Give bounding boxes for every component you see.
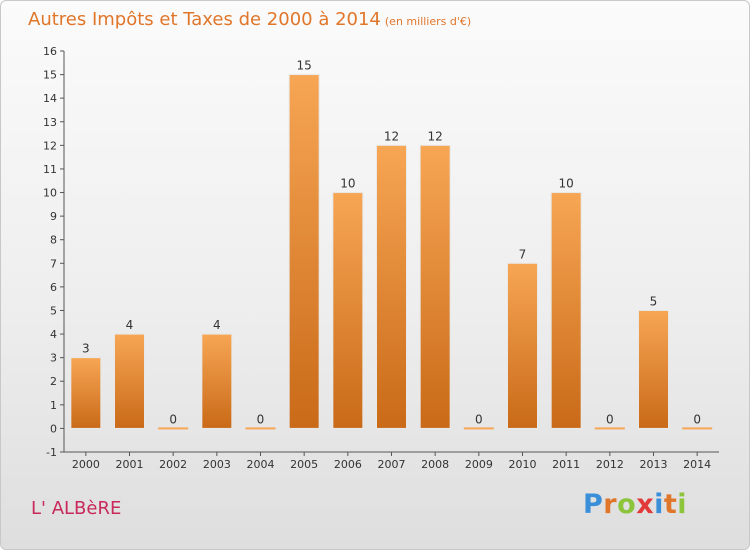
y-tick-label: 8 — [50, 234, 57, 247]
bar-2000 — [70, 357, 102, 429]
x-tick-label: 2009 — [465, 458, 493, 471]
data-label-2008: 12 — [428, 129, 443, 143]
data-label-2010: 7 — [519, 247, 527, 261]
bar-2006 — [332, 192, 364, 429]
bar-2012 — [594, 427, 625, 430]
logo-letter: o — [617, 489, 637, 520]
y-tick-label: 1 — [50, 399, 57, 412]
x-tick-label: 2013 — [640, 458, 668, 471]
logo-letter: t — [663, 489, 678, 520]
x-tick-label: 2008 — [421, 458, 449, 471]
y-tick-label: 7 — [50, 257, 57, 270]
y-tick-label: 14 — [43, 92, 57, 105]
bar-2014 — [682, 427, 713, 430]
y-tick-label: 6 — [50, 281, 57, 294]
y-tick-label: 0 — [50, 422, 57, 435]
x-tick-label: 2002 — [159, 458, 187, 471]
chart-title: Autres Impôts et Taxes de 2000 à 2014 (en… — [28, 9, 471, 30]
bar-2004 — [245, 427, 276, 430]
bar-2002 — [158, 427, 189, 430]
x-tick-label: 2000 — [72, 458, 100, 471]
data-label-2001: 4 — [126, 318, 134, 332]
data-label-2009: 0 — [475, 412, 483, 426]
x-tick-label: 2001 — [116, 458, 144, 471]
y-tick-label: 3 — [50, 352, 57, 365]
bar-2009 — [463, 427, 494, 430]
data-label-2005: 15 — [297, 59, 312, 73]
y-tick-label: 10 — [43, 187, 57, 200]
chart-title-text: Autres Impôts et Taxes de 2000 à 2014 — [28, 9, 381, 30]
x-tick-label: 2006 — [334, 458, 362, 471]
x-tick-label: 2014 — [683, 458, 711, 471]
y-tick-label: 12 — [43, 139, 57, 152]
data-labels: 3 4 0 4 0 15 10 12 12 0 7 10 0 5 0 — [82, 59, 701, 427]
data-label-2014: 0 — [693, 412, 701, 426]
x-tick-label: 2005 — [290, 458, 318, 471]
x-tick-label: 2011 — [552, 458, 580, 471]
x-tick-label: 2007 — [378, 458, 406, 471]
data-label-2006: 10 — [340, 177, 355, 191]
x-tick-label: 2012 — [596, 458, 624, 471]
y-tick-label: 4 — [50, 328, 57, 341]
y-tick-label: 15 — [43, 69, 57, 82]
y-tick-label: 5 — [50, 304, 57, 317]
bar-2011 — [550, 192, 582, 429]
x-tick-label: 2004 — [247, 458, 275, 471]
bar-2003 — [201, 333, 233, 429]
proxiti-logo: Proxiti — [583, 489, 687, 520]
x-tick-label: 2010 — [509, 458, 537, 471]
logo-letter: i — [654, 489, 664, 520]
bar-2007 — [376, 144, 407, 429]
data-label-2002: 0 — [169, 412, 177, 426]
logo-letter: i — [677, 489, 688, 520]
y-tick-label: 13 — [43, 116, 57, 129]
data-label-2000: 3 — [82, 342, 90, 356]
bars — [70, 74, 713, 430]
data-label-2013: 5 — [650, 294, 658, 308]
y-tick-label: 16 — [43, 45, 57, 58]
bar-2005 — [288, 74, 320, 429]
bar-2013 — [638, 309, 669, 429]
y-tick-label: -1 — [46, 446, 57, 459]
place-name: L' ALBèRE — [31, 498, 122, 519]
data-label-2003: 4 — [213, 318, 221, 332]
bar-2010 — [507, 262, 538, 429]
data-label-2007: 12 — [384, 129, 399, 143]
logo-letter: x — [636, 489, 655, 520]
bar-2001 — [114, 333, 145, 429]
x-tick-label: 2003 — [203, 458, 231, 471]
y-tick-label: 2 — [50, 375, 57, 388]
data-label-2012: 0 — [606, 412, 614, 426]
data-label-2004: 0 — [257, 412, 265, 426]
logo-letter: P — [583, 489, 604, 520]
bar-2008 — [419, 144, 451, 429]
logo-letter: r — [603, 489, 618, 520]
chart-unit: (en milliers d'€) — [384, 15, 472, 28]
y-tick-label: 9 — [50, 210, 57, 223]
y-tick-label: 11 — [43, 163, 57, 176]
data-label-2011: 10 — [559, 177, 574, 191]
